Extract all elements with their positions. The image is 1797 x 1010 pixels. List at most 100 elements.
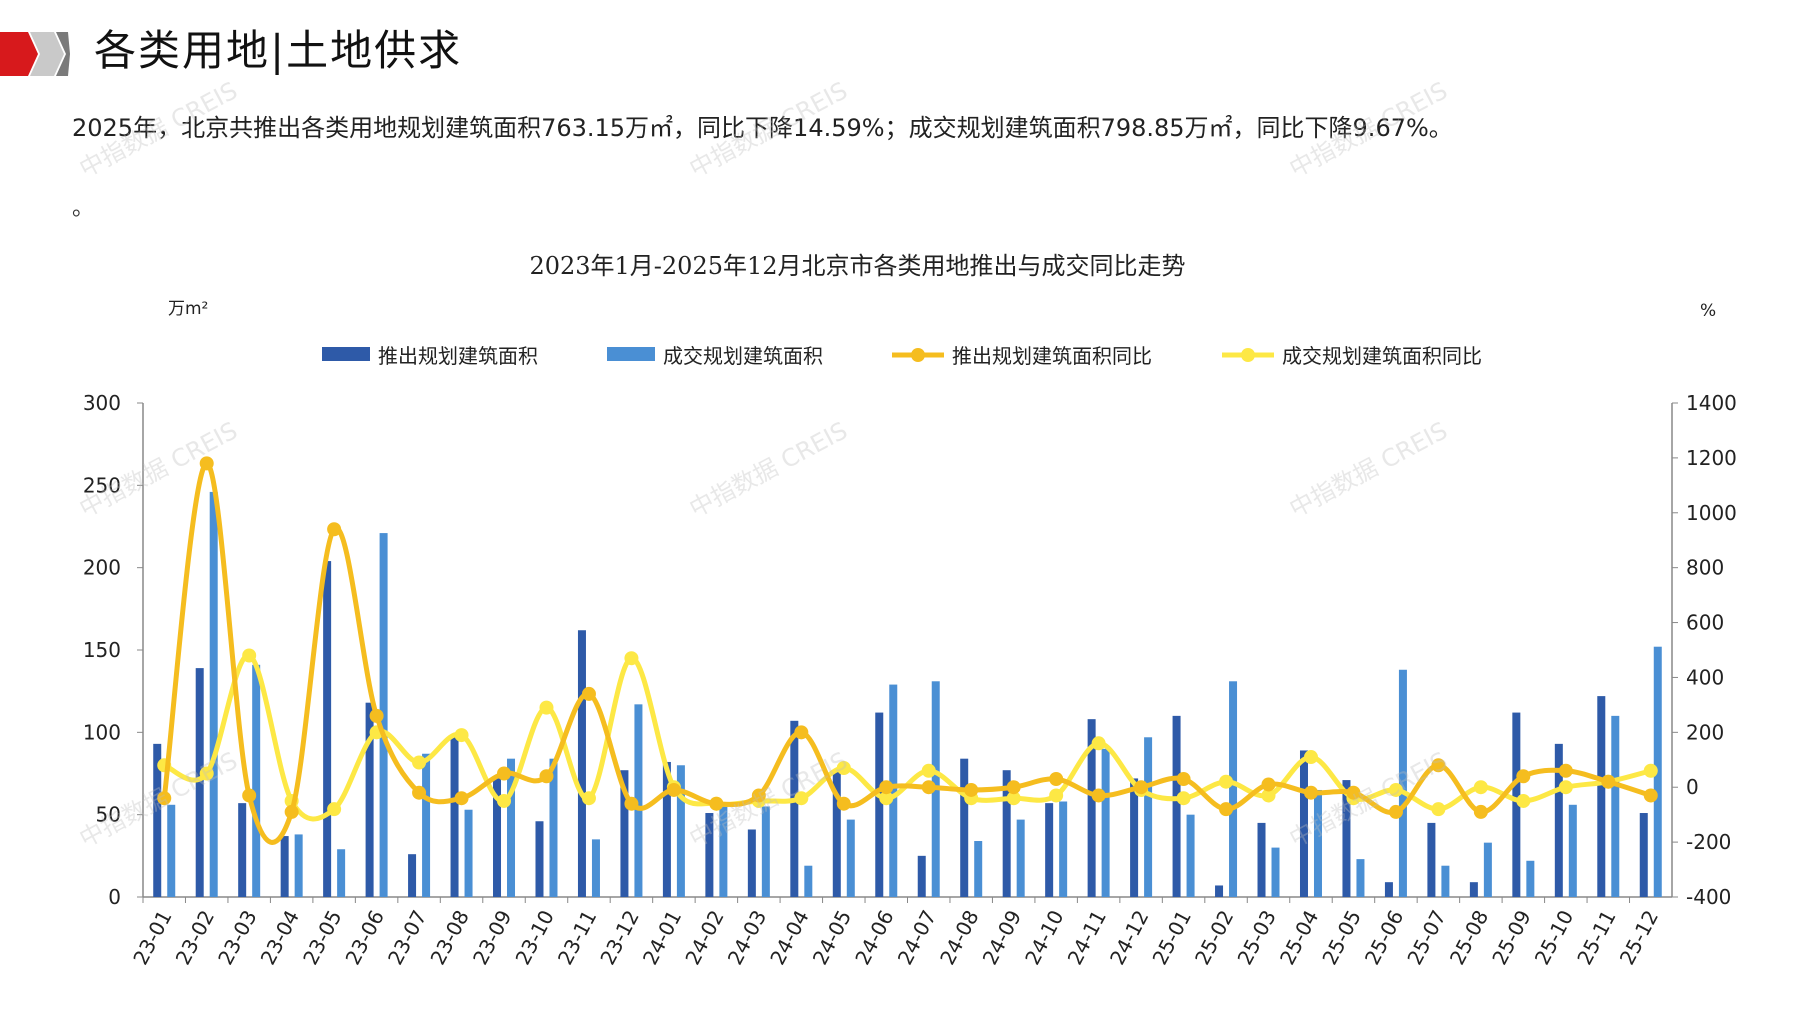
x-tick-label: 25-11 bbox=[1572, 906, 1620, 969]
supply-yoy-point bbox=[751, 788, 766, 803]
right-tick-label: 200 bbox=[1686, 720, 1724, 744]
x-tick-label: 25-06 bbox=[1360, 906, 1408, 969]
supply-yoy-point bbox=[1261, 777, 1276, 792]
supply-yoy-point bbox=[964, 782, 979, 797]
transaction-yoy-point bbox=[1261, 788, 1276, 803]
bar-transaction bbox=[1398, 669, 1407, 897]
bar-supply bbox=[1087, 719, 1096, 897]
supply-yoy-point bbox=[1006, 780, 1021, 795]
left-tick-label: 50 bbox=[96, 803, 121, 827]
bar-supply bbox=[153, 743, 162, 897]
bar-transaction bbox=[889, 684, 898, 897]
bar-transaction bbox=[252, 664, 261, 897]
transaction-yoy-point bbox=[454, 728, 469, 743]
bar-supply bbox=[662, 761, 671, 897]
x-tick-label: 24-01 bbox=[638, 906, 686, 969]
left-tick-label: 200 bbox=[83, 556, 121, 580]
bar-transaction bbox=[209, 491, 218, 897]
bar-transaction bbox=[1229, 681, 1238, 897]
legend-marker bbox=[1241, 348, 1255, 362]
transaction-yoy-point bbox=[1431, 802, 1446, 817]
trailing-mark: 。 bbox=[72, 196, 95, 221]
supply-yoy-point bbox=[539, 769, 554, 784]
right-tick-label: 1200 bbox=[1686, 446, 1737, 470]
left-tick-label: 300 bbox=[83, 391, 121, 415]
supply-yoy-point bbox=[1388, 804, 1403, 819]
right-tick-label: 1400 bbox=[1686, 391, 1737, 415]
bar-supply bbox=[1130, 778, 1139, 897]
supply-yoy-point bbox=[794, 725, 809, 740]
x-tick-label: 23-02 bbox=[171, 906, 219, 969]
bar-transaction bbox=[422, 753, 431, 897]
x-tick-label: 24-02 bbox=[680, 906, 728, 969]
bar-transaction bbox=[634, 704, 643, 897]
bar-transaction bbox=[1611, 715, 1620, 897]
bar-supply bbox=[1299, 750, 1308, 897]
bar-supply bbox=[1342, 780, 1351, 897]
supply-yoy-point bbox=[1558, 763, 1573, 778]
x-tick-label: 24-06 bbox=[850, 906, 898, 969]
legend-label: 成交规划建筑面积同比 bbox=[1282, 344, 1482, 368]
supply-yoy-point bbox=[581, 686, 596, 701]
supply-yoy-point bbox=[1049, 771, 1064, 786]
transaction-yoy-point bbox=[1303, 750, 1318, 765]
x-tick-label: 25-02 bbox=[1190, 906, 1238, 969]
bar-supply bbox=[1257, 822, 1266, 897]
left-axis-unit: 万m² bbox=[168, 299, 208, 319]
chart-title: 2023年1月-2025年12月北京市各类用地推出与成交同比走势 bbox=[529, 252, 1185, 280]
supply-yoy-point bbox=[1091, 788, 1106, 803]
supply-yoy-point bbox=[1219, 802, 1234, 817]
x-tick-label: 24-12 bbox=[1105, 906, 1153, 969]
bar-transaction bbox=[1568, 804, 1577, 897]
x-tick-label: 24-03 bbox=[723, 906, 771, 969]
bar-supply bbox=[832, 771, 841, 897]
bar-transaction bbox=[167, 804, 176, 897]
transaction-yoy-point bbox=[199, 766, 214, 781]
transaction-yoy-point bbox=[327, 802, 342, 817]
bar-supply bbox=[1215, 885, 1224, 897]
supply-yoy-point bbox=[242, 788, 257, 803]
right-tick-label: 0 bbox=[1686, 775, 1699, 799]
x-tick-label: 25-12 bbox=[1615, 906, 1663, 969]
supply-yoy-point bbox=[1431, 758, 1446, 773]
legend-swatch bbox=[607, 347, 655, 361]
bar-transaction bbox=[1059, 801, 1068, 897]
bar-transaction bbox=[549, 758, 558, 897]
bar-supply bbox=[450, 737, 459, 897]
transaction-yoy-point bbox=[921, 763, 936, 778]
x-tick-label: 25-01 bbox=[1148, 906, 1196, 969]
left-tick-label: 0 bbox=[108, 885, 121, 909]
x-tick-label: 23-03 bbox=[213, 906, 261, 969]
supply-yoy-point bbox=[836, 796, 851, 811]
supply-yoy-point bbox=[454, 791, 469, 806]
left-tick-label: 250 bbox=[83, 473, 121, 497]
right-axis-unit: % bbox=[1700, 301, 1716, 321]
brand-logo bbox=[0, 32, 70, 76]
transaction-yoy-point bbox=[1643, 763, 1658, 778]
bar-supply bbox=[1554, 743, 1563, 897]
x-tick-label: 24-05 bbox=[808, 906, 856, 969]
x-tick-label: 25-10 bbox=[1530, 906, 1578, 969]
transaction-yoy-point bbox=[412, 755, 427, 770]
page-title: 各类用地|土地供求 bbox=[94, 26, 463, 75]
supply-yoy-point bbox=[1601, 774, 1616, 789]
transaction-yoy-point bbox=[624, 651, 639, 666]
bar-transaction bbox=[1356, 859, 1365, 897]
bar-transaction bbox=[1526, 860, 1535, 897]
bar-transaction bbox=[1313, 789, 1322, 897]
bar-supply bbox=[577, 630, 586, 897]
bar-transaction bbox=[337, 849, 346, 897]
bar-supply bbox=[875, 712, 884, 897]
transaction-yoy-point bbox=[1473, 780, 1488, 795]
right-tick-label: -400 bbox=[1686, 885, 1731, 909]
bar-transaction bbox=[719, 806, 728, 897]
x-tick-label: 24-08 bbox=[935, 906, 983, 969]
right-tick-label: 400 bbox=[1686, 665, 1724, 689]
supply-yoy-point bbox=[1473, 804, 1488, 819]
left-tick-label: 150 bbox=[83, 638, 121, 662]
bar-supply bbox=[790, 720, 799, 897]
transaction-yoy-point bbox=[794, 791, 809, 806]
x-tick-label: 25-05 bbox=[1317, 906, 1365, 969]
supply-yoy-point bbox=[1176, 771, 1191, 786]
